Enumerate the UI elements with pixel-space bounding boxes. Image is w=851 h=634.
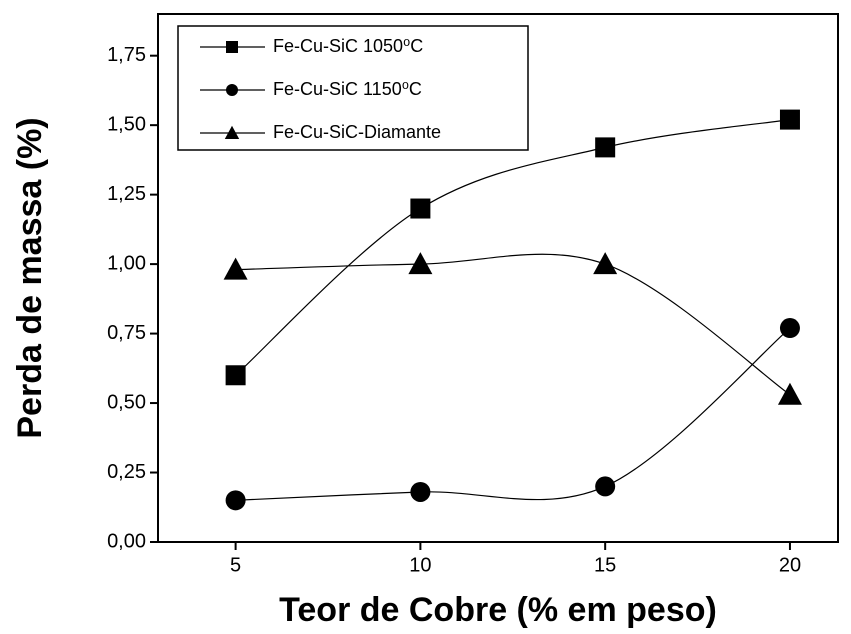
y-tick-label: 0,50 — [107, 391, 146, 413]
marker-circle — [779, 318, 800, 339]
marker-square — [595, 137, 616, 158]
x-axis-title: Teor de Cobre (% em peso) — [279, 591, 717, 629]
legend-label: Fe-Cu-SiC 1050⁰C — [273, 36, 423, 56]
legend-label: Fe-Cu-SiC 1150⁰C — [273, 79, 422, 99]
marker-circle — [595, 476, 616, 497]
marker-triangle — [593, 252, 618, 275]
marker-triangle — [408, 252, 433, 275]
series-line — [235, 253, 791, 396]
y-tick-label: 0,25 — [107, 461, 146, 483]
marker-square — [779, 109, 800, 130]
series-line — [235, 327, 791, 501]
x-tick-label: 10 — [409, 554, 431, 576]
marker-circle — [226, 84, 238, 96]
y-axis-title: Perda de massa (%) — [11, 117, 49, 438]
marker-square — [410, 198, 431, 219]
x-tick-label: 20 — [779, 554, 801, 576]
marker-square — [226, 41, 238, 53]
x-tick-label: 15 — [594, 554, 616, 576]
marker-square — [225, 365, 246, 386]
legend-label: Fe-Cu-SiC-Diamante — [273, 122, 441, 142]
y-tick-label: 1,50 — [107, 113, 146, 135]
plot-frame — [157, 13, 839, 543]
y-tick-label: 1,75 — [107, 44, 146, 66]
series-line — [235, 119, 791, 376]
marker-triangle — [223, 257, 248, 280]
marker-circle — [225, 490, 246, 511]
marker-triangle — [224, 125, 240, 139]
x-tick-label: 5 — [230, 554, 241, 576]
y-tick-label: 0,75 — [107, 322, 146, 344]
y-tick-label: 0,00 — [107, 530, 146, 552]
marker-triangle — [777, 382, 802, 405]
y-tick-label: 1,00 — [107, 252, 146, 274]
marker-circle — [410, 481, 431, 502]
y-tick-label: 1,25 — [107, 183, 146, 205]
